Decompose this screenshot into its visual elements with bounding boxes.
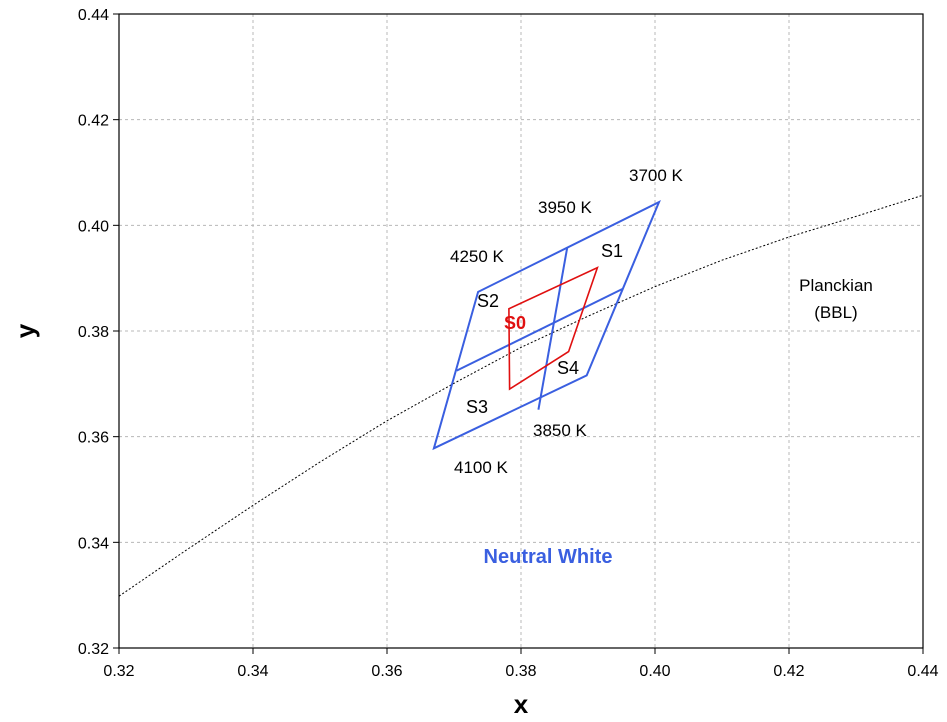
cct-label-4100k: 4100 K: [454, 458, 509, 477]
region-label-s1: S1: [601, 241, 623, 261]
x-tick-label: 0.42: [773, 663, 804, 680]
y-tick-label: 0.42: [78, 113, 109, 130]
cct-label-3850k: 3850 K: [533, 421, 588, 440]
x-tick-labels: 0.32 0.34 0.36 0.38 0.40 0.42 0.44: [103, 663, 938, 680]
x-tick-label: 0.40: [639, 663, 670, 680]
region-label-s0: S0: [504, 313, 526, 333]
x-tick-label: 0.32: [103, 663, 134, 680]
y-tick-labels: 0.32 0.34 0.36 0.38 0.40 0.42 0.44: [78, 7, 109, 658]
cct-label-3950k: 3950 K: [538, 198, 593, 217]
x-tick-label: 0.34: [237, 663, 268, 680]
x-tick-label: 0.44: [907, 663, 938, 680]
region-label-s3: S3: [466, 397, 488, 417]
planckian-curve: [118, 194, 924, 597]
x-axis-title: x: [514, 689, 529, 719]
planckian-label-line1: Planckian: [799, 276, 873, 295]
region-label-s4: S4: [557, 358, 579, 378]
y-tick-label: 0.32: [78, 641, 109, 658]
neutral-white-divider-horizontal: [456, 287, 624, 372]
y-tick-label: 0.40: [78, 218, 109, 235]
y-tick-label: 0.34: [78, 535, 109, 552]
neutral-white-quadrangle: [432, 200, 661, 451]
cct-label-3700k: 3700 K: [629, 166, 684, 185]
s0-quadrangle: [508, 266, 599, 391]
x-tick-label: 0.36: [371, 663, 402, 680]
y-tick-label: 0.38: [78, 324, 109, 341]
region-label-s2: S2: [477, 291, 499, 311]
y-axis-title: y: [10, 323, 40, 338]
y-tick-label: 0.36: [78, 430, 109, 447]
y-tick-label: 0.44: [78, 7, 109, 24]
cct-label-4250k: 4250 K: [450, 247, 505, 266]
neutral-white-label: Neutral White: [484, 546, 613, 568]
gridlines: [119, 14, 923, 648]
neutral-white-divider-vertical: [537, 247, 569, 410]
x-tick-label: 0.38: [505, 663, 536, 680]
tick-marks: [113, 13, 924, 654]
planckian-label-line2: (BBL): [814, 303, 857, 322]
